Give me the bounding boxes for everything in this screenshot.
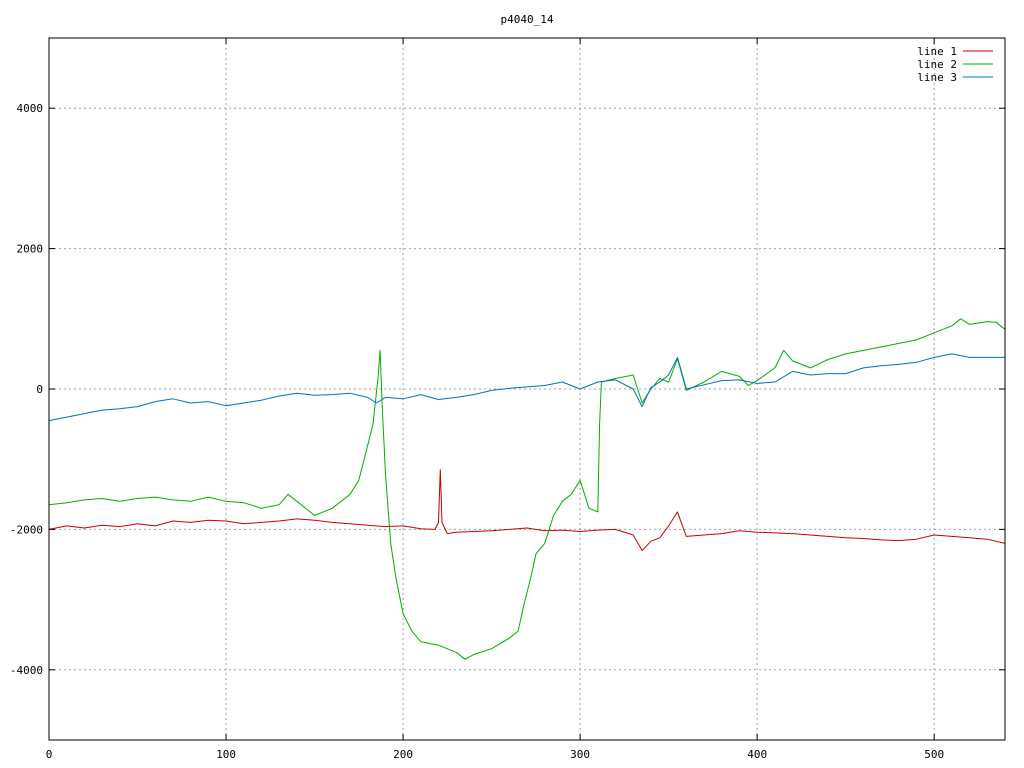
series-line-3 <box>48 353 1005 422</box>
series-line-1 <box>48 469 1006 551</box>
legend-label: line 2 <box>917 58 957 71</box>
x-tick-label: 0 <box>46 748 53 761</box>
series-line-2 <box>48 318 1006 660</box>
x-tick-label: 200 <box>393 748 413 761</box>
x-tick-label: 500 <box>924 748 944 761</box>
y-tick-label: -2000 <box>10 523 43 536</box>
x-tick-label: 300 <box>570 748 590 761</box>
y-tick-label: -4000 <box>10 664 43 677</box>
x-tick-label: 400 <box>747 748 767 761</box>
axis-ticks: -4000 -2000 0 2000 4000 0 100 200 300 400 500 <box>10 38 1005 761</box>
y-tick-label: 0 <box>36 383 43 396</box>
y-tick-label: 4000 <box>17 102 44 115</box>
y-tick-label: 2000 <box>17 243 44 256</box>
legend-label: line 1 <box>917 45 957 58</box>
chart-title: p4040_14 <box>501 13 554 26</box>
legend-label: line 3 <box>917 71 957 84</box>
grid-lines <box>49 38 1005 740</box>
data-series <box>48 318 1006 660</box>
x-tick-label: 100 <box>216 748 236 761</box>
